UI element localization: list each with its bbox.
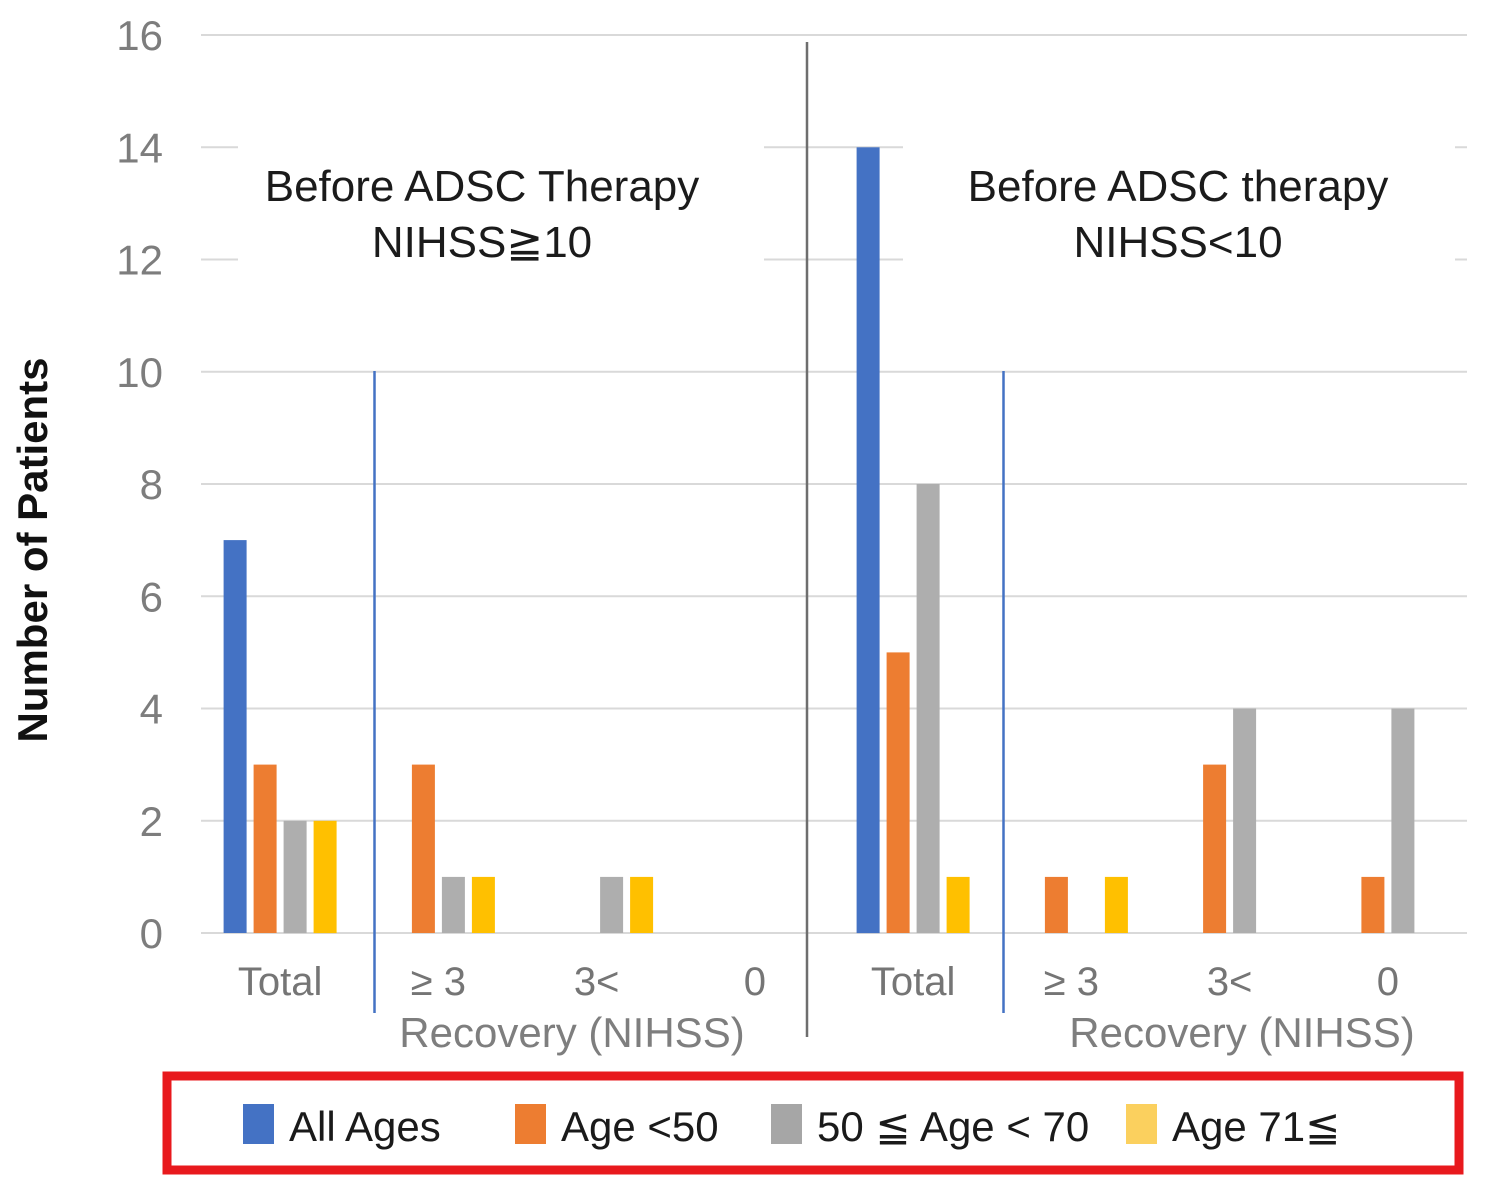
legend-label: Age 71≦ bbox=[1172, 1103, 1340, 1150]
bar bbox=[1361, 876, 1385, 933]
legend-label: All Ages bbox=[289, 1103, 441, 1150]
legend-swatch bbox=[771, 1104, 802, 1144]
y-tick-label: 12 bbox=[116, 237, 163, 284]
legend-swatch bbox=[243, 1104, 274, 1144]
category-label: Total bbox=[238, 960, 323, 1004]
category-label: ≥ 3 bbox=[1044, 960, 1099, 1004]
bar bbox=[1233, 708, 1257, 933]
category-label: 3< bbox=[1207, 960, 1253, 1004]
bar bbox=[856, 147, 880, 934]
bar bbox=[253, 764, 277, 933]
panel-title: NIHSS≧10 bbox=[372, 218, 592, 267]
y-tick-label: 2 bbox=[140, 798, 163, 845]
bar bbox=[1044, 876, 1068, 933]
bar bbox=[471, 876, 495, 933]
y-tick-label: 4 bbox=[140, 686, 163, 733]
category-label: ≥ 3 bbox=[411, 960, 466, 1004]
y-tick-label: 10 bbox=[116, 349, 163, 396]
bar bbox=[630, 876, 654, 933]
bar bbox=[283, 820, 307, 934]
bar bbox=[946, 876, 970, 933]
bar bbox=[1104, 876, 1128, 933]
category-label: Total bbox=[871, 960, 956, 1004]
y-tick-label: 6 bbox=[140, 573, 163, 620]
bar bbox=[886, 652, 910, 933]
category-label: 0 bbox=[744, 960, 766, 1004]
legend-label: 50 ≦ Age < 70 bbox=[817, 1103, 1089, 1150]
panel-title: Before ADSC Therapy bbox=[265, 162, 700, 211]
y-tick-label: 8 bbox=[140, 461, 163, 508]
category-label: 0 bbox=[1377, 960, 1399, 1004]
bar bbox=[223, 540, 247, 933]
x-axis-label: Recovery (NIHSS) bbox=[399, 1009, 744, 1056]
bar bbox=[1391, 708, 1415, 933]
bar bbox=[411, 764, 435, 933]
bar bbox=[1203, 764, 1227, 933]
y-tick-label: 16 bbox=[116, 12, 163, 59]
panel-title-backdrop bbox=[238, 139, 764, 275]
legend-label: Age <50 bbox=[561, 1103, 719, 1150]
bar bbox=[441, 876, 465, 933]
bar bbox=[600, 876, 624, 933]
y-axis-title: Number of Patients bbox=[9, 357, 56, 742]
bar bbox=[916, 484, 940, 933]
legend-border bbox=[162, 1071, 1464, 1175]
x-axis-label: Recovery (NIHSS) bbox=[1069, 1009, 1414, 1056]
y-tick-label: 0 bbox=[140, 910, 163, 957]
legend-swatch bbox=[515, 1104, 546, 1144]
panel-title: NIHSS<10 bbox=[1073, 218, 1282, 267]
bar bbox=[313, 820, 337, 934]
category-label: 3< bbox=[574, 960, 620, 1004]
legend-swatch bbox=[1126, 1104, 1157, 1144]
y-tick-label: 14 bbox=[116, 124, 163, 171]
panel-title: Before ADSC therapy bbox=[968, 162, 1389, 211]
panel-title-backdrop bbox=[903, 139, 1455, 275]
